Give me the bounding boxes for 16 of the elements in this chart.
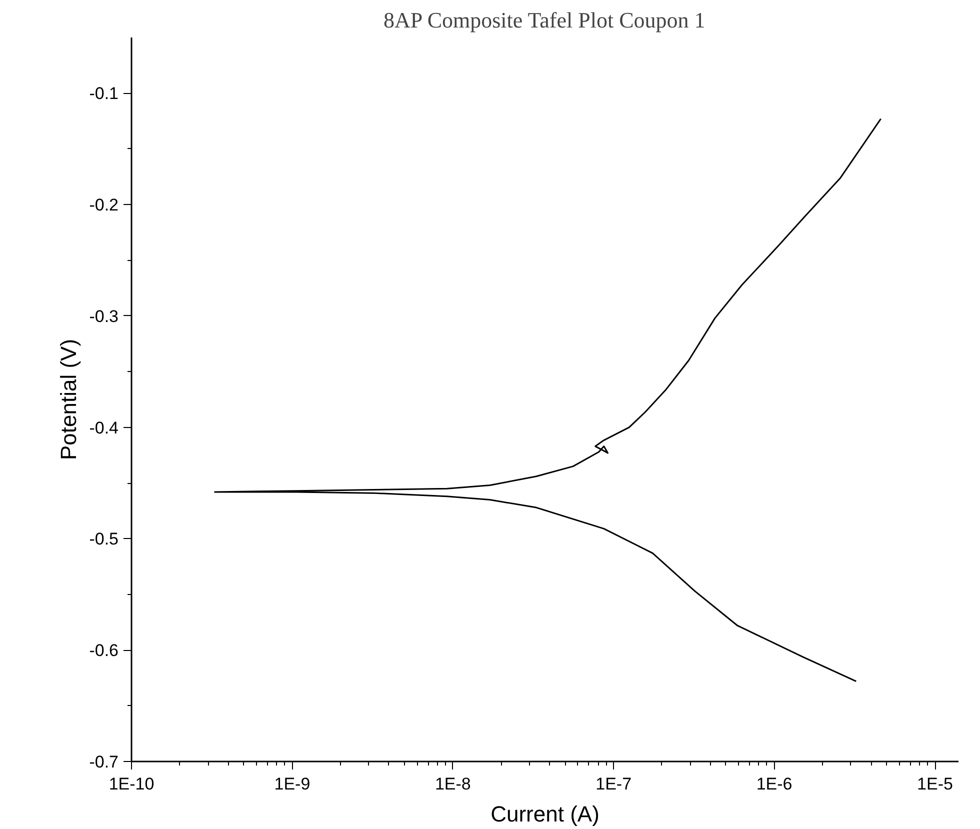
x-tick-label: 1E-7	[596, 774, 632, 794]
x-axis-title: Current (A)	[490, 802, 600, 826]
y-tick-label: -0.6	[89, 641, 119, 660]
y-tick-label: -0.7	[89, 752, 119, 772]
y-tick-label: -0.3	[89, 306, 119, 326]
y-tick-label: -0.1	[89, 84, 119, 104]
x-tick-label: 1E-5	[917, 774, 953, 794]
x-tick-label: 1E-8	[434, 774, 471, 794]
x-tick-label: 1E-9	[274, 774, 310, 794]
y-tick-label: -0.5	[89, 530, 119, 549]
y-tick-label: -0.2	[89, 196, 119, 215]
y-axis-title: Potential (V)	[56, 338, 82, 460]
x-tick-label: 1E-6	[756, 774, 792, 794]
x-tick-label: 1E-10	[108, 774, 154, 794]
chart-title: 8AP Composite Tafel Plot Coupon 1	[384, 8, 706, 32]
y-tick-label: -0.4	[89, 418, 119, 438]
